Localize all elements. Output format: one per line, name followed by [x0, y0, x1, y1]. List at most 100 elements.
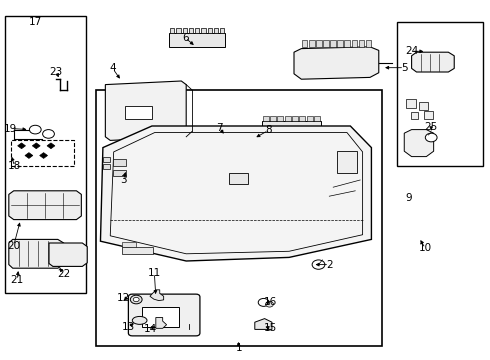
Bar — [337, 151, 357, 173]
Polygon shape — [103, 157, 110, 162]
FancyBboxPatch shape — [128, 294, 200, 336]
Bar — [285, 116, 291, 121]
Polygon shape — [411, 112, 418, 119]
Polygon shape — [103, 164, 110, 169]
Bar — [323, 40, 329, 47]
Polygon shape — [40, 153, 48, 158]
Bar — [170, 28, 174, 33]
Bar — [277, 116, 283, 121]
Bar — [352, 40, 357, 47]
Polygon shape — [255, 319, 272, 329]
Text: 17: 17 — [28, 17, 42, 27]
Text: 7: 7 — [216, 123, 223, 133]
Bar — [344, 40, 350, 47]
Bar — [397, 22, 483, 166]
Polygon shape — [105, 81, 186, 140]
Text: 11: 11 — [147, 268, 161, 278]
Bar — [221, 133, 232, 138]
Polygon shape — [49, 243, 87, 266]
Bar — [316, 40, 322, 47]
Bar — [231, 139, 239, 146]
Text: 3: 3 — [120, 175, 127, 185]
Circle shape — [425, 133, 437, 142]
Text: 9: 9 — [406, 193, 413, 203]
Circle shape — [133, 297, 139, 302]
Bar — [201, 28, 206, 33]
Text: 19: 19 — [4, 123, 18, 134]
Polygon shape — [18, 143, 25, 149]
Text: 21: 21 — [10, 275, 24, 285]
Bar — [113, 170, 126, 176]
Polygon shape — [9, 239, 64, 268]
Polygon shape — [9, 191, 81, 220]
Polygon shape — [424, 111, 433, 119]
Polygon shape — [404, 130, 434, 157]
Bar — [5, 16, 86, 293]
Bar — [337, 40, 343, 47]
Bar — [220, 138, 233, 148]
Text: 23: 23 — [49, 67, 63, 77]
Text: 25: 25 — [424, 122, 438, 132]
Polygon shape — [156, 318, 167, 328]
Bar — [292, 116, 298, 121]
Text: 13: 13 — [122, 322, 135, 332]
Bar — [142, 307, 179, 327]
Circle shape — [312, 260, 325, 269]
Text: 15: 15 — [264, 323, 277, 333]
Bar — [113, 159, 126, 166]
Bar — [307, 116, 313, 121]
Bar — [314, 116, 320, 121]
Polygon shape — [100, 126, 371, 261]
Polygon shape — [150, 290, 164, 301]
Bar — [96, 90, 382, 346]
Polygon shape — [406, 99, 416, 108]
Circle shape — [43, 130, 54, 138]
Text: 4: 4 — [109, 63, 116, 73]
Polygon shape — [262, 121, 321, 131]
Bar — [309, 40, 315, 47]
Bar — [366, 40, 371, 47]
Bar — [302, 40, 308, 47]
Circle shape — [130, 295, 142, 304]
Polygon shape — [47, 143, 55, 149]
Bar — [122, 247, 153, 254]
Polygon shape — [169, 33, 225, 47]
Bar — [330, 40, 336, 47]
Bar — [183, 28, 187, 33]
Text: 24: 24 — [405, 46, 418, 56]
Circle shape — [258, 298, 269, 306]
Text: 16: 16 — [264, 297, 277, 307]
Text: 22: 22 — [57, 269, 71, 279]
Bar — [270, 116, 276, 121]
Bar — [125, 106, 152, 119]
Bar — [122, 242, 136, 247]
Bar — [214, 28, 218, 33]
Polygon shape — [294, 47, 379, 79]
Bar — [263, 116, 269, 121]
Text: 12: 12 — [117, 293, 130, 303]
Bar — [11, 140, 74, 166]
Bar — [195, 28, 199, 33]
Bar — [208, 28, 212, 33]
Polygon shape — [119, 158, 131, 169]
Bar — [220, 28, 224, 33]
Ellipse shape — [132, 316, 147, 324]
Bar — [299, 116, 305, 121]
Polygon shape — [412, 52, 454, 72]
Circle shape — [29, 125, 41, 134]
Bar — [240, 137, 254, 146]
Bar — [176, 28, 181, 33]
Text: 14: 14 — [143, 324, 157, 334]
Polygon shape — [419, 102, 428, 110]
Polygon shape — [25, 153, 33, 158]
Bar — [359, 40, 364, 47]
Polygon shape — [122, 178, 130, 184]
Polygon shape — [32, 143, 40, 149]
Bar — [189, 28, 193, 33]
Text: 5: 5 — [401, 63, 408, 73]
Text: 20: 20 — [7, 240, 20, 251]
Text: 18: 18 — [8, 161, 22, 171]
Bar — [229, 173, 248, 184]
Text: 10: 10 — [419, 243, 432, 253]
Text: 6: 6 — [182, 33, 189, 43]
